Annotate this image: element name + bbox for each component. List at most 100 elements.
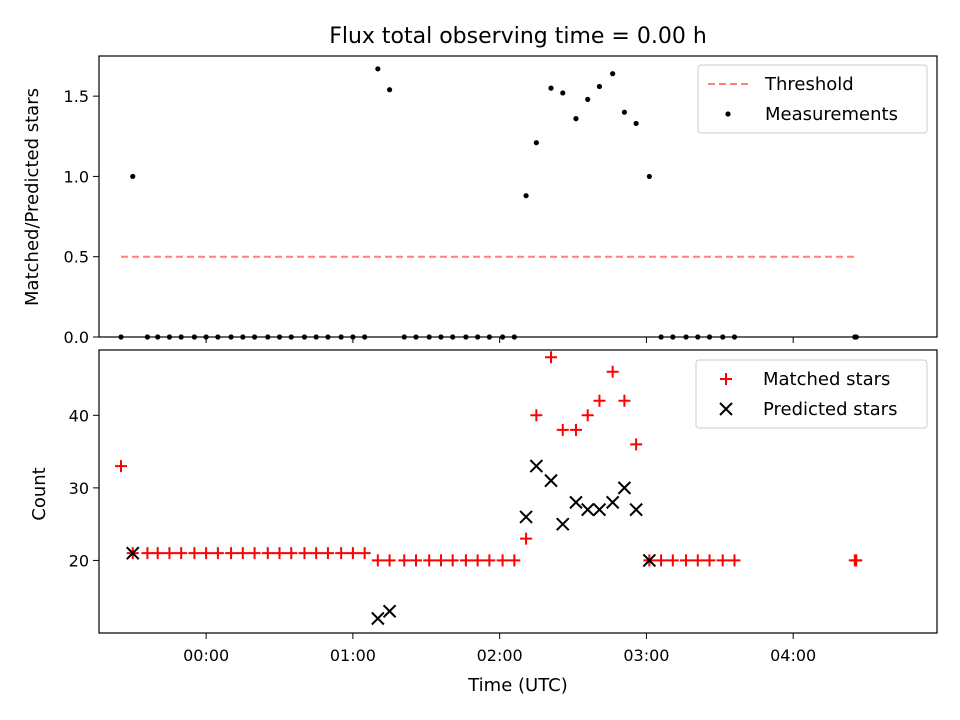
- measurement-point: [560, 90, 566, 96]
- y-tick-label: 0.0: [64, 328, 89, 347]
- predicted-star-point: [605, 495, 620, 510]
- matched-star-point: [398, 554, 411, 567]
- top-legend-box: [697, 64, 928, 134]
- predicted-star-point: [642, 553, 657, 568]
- legend-threshold-label: Threshold: [764, 74, 854, 95]
- matched-star-point: [310, 547, 323, 560]
- matched-star-point: [151, 547, 164, 560]
- y-tick-label: 0.5: [64, 248, 89, 267]
- legend-matched-swatch: [720, 373, 732, 385]
- matched-star-point: [630, 438, 643, 451]
- matched-star-point: [423, 554, 436, 567]
- predicted-star-point: [581, 502, 595, 517]
- matched-star-point: [459, 554, 472, 567]
- top-panel: 0.0 0.5 1.0 1.5 Matched/Predicted stars Thr…: [22, 55, 938, 347]
- matched-star-point: [716, 554, 729, 567]
- y-tick-label: 1.0: [64, 167, 89, 186]
- y-tick-label: 20: [69, 551, 89, 570]
- y-tick-label: 1.5: [64, 87, 89, 106]
- predicted-star-point: [529, 459, 544, 473]
- legend-measurements-swatch: [725, 111, 731, 117]
- matched-star-point: [410, 554, 423, 567]
- legend-predicted-swatch: [719, 402, 733, 416]
- top-panel-frame: [98, 55, 938, 338]
- measurement-point: [533, 140, 539, 146]
- matched-star-point: [728, 554, 741, 567]
- x-tick-label: 02:00: [477, 646, 523, 665]
- matched-star-point: [115, 460, 128, 473]
- top-legend: Threshold Measurements: [697, 64, 928, 134]
- measurement-point: [375, 66, 381, 72]
- measurement-point: [646, 173, 652, 180]
- predicted-star-point: [629, 502, 643, 517]
- measurement-point: [596, 83, 603, 90]
- predicted-star-point: [544, 473, 558, 488]
- matched-star-point: [483, 554, 496, 567]
- y-tick-label: 30: [69, 479, 89, 498]
- matched-star-point: [655, 554, 668, 567]
- bottom-panel: 20 30 40 00:00 01:00 02:00 03:00 04:00 Count T…: [29, 349, 938, 696]
- predicted-star-point: [592, 502, 607, 517]
- x-tick-label: 04:00: [770, 646, 816, 665]
- bottom-panel-y-ticks: 20 30 40: [69, 406, 99, 570]
- matched-star-point: [335, 547, 348, 560]
- top-panel-y-ticks: 0.0 0.5 1.0 1.5: [64, 87, 99, 347]
- matched-star-point: [163, 547, 176, 560]
- matched-star-point: [383, 554, 396, 567]
- legend-matched-label: Matched stars: [763, 369, 890, 390]
- matched-star-point: [261, 547, 274, 560]
- matched-star-point: [691, 554, 704, 567]
- measurement-point: [585, 96, 591, 102]
- matched-star-point: [618, 394, 631, 407]
- predicted-star-point: [382, 604, 397, 618]
- matched-star-point: [520, 532, 533, 545]
- bottom-y-axis-label: Count: [29, 467, 50, 520]
- x-tick-label: 01:00: [330, 646, 376, 665]
- predicted-star-point: [371, 611, 385, 626]
- bottom-legend-box: [695, 359, 928, 429]
- matched-star-point: [569, 423, 582, 436]
- matched-star-point: [530, 409, 543, 422]
- measurement-point: [130, 173, 136, 180]
- matched-star-point: [298, 547, 311, 560]
- top-y-axis-label: Matched/Predicted stars: [22, 88, 43, 306]
- measurement-point: [523, 193, 529, 199]
- matched-star-point: [321, 547, 334, 560]
- predicted-star-point: [569, 495, 583, 510]
- matched-star-point: [593, 394, 606, 407]
- predicted-star-point: [617, 481, 632, 495]
- predicted-star-point: [519, 510, 533, 524]
- bottom-panel-frame: [98, 349, 938, 634]
- legend-measurements-label: Measurements: [765, 104, 898, 125]
- x-tick-label: 03:00: [623, 646, 669, 665]
- matched-star-point: [211, 547, 224, 560]
- measurement-point: [386, 87, 393, 93]
- x-tick-label: 00:00: [183, 646, 229, 665]
- chart-title: Flux total observing time = 0.00 h: [329, 24, 707, 49]
- legend-predicted-label: Predicted stars: [763, 399, 897, 420]
- x-axis-label: Time (UTC): [467, 675, 568, 696]
- matched-star-point: [236, 547, 249, 560]
- matched-star-point: [680, 554, 693, 567]
- matched-star-point: [141, 547, 154, 560]
- matched-star-point: [581, 409, 594, 422]
- matched-star-point: [225, 547, 238, 560]
- matched-star-point: [496, 554, 509, 567]
- matched-star-point: [434, 554, 447, 567]
- matched-star-point: [850, 554, 863, 567]
- matched-star-point: [358, 547, 371, 560]
- matched-star-point: [273, 547, 286, 560]
- measurement-point: [610, 71, 616, 77]
- measurement-point: [573, 116, 579, 122]
- measurement-point: [621, 109, 628, 115]
- matched-star-point: [703, 554, 716, 567]
- top-panel-x-ticks: [205, 337, 794, 343]
- matched-star-point: [545, 351, 558, 364]
- matched-star-point: [471, 554, 484, 567]
- bottom-panel-x-ticks: 00:00 01:00 02:00 03:00 04:00: [183, 633, 816, 665]
- matched-star-point: [285, 547, 298, 560]
- matched-star-point: [606, 365, 619, 378]
- matched-star-point: [248, 547, 261, 560]
- matched-star-point: [666, 554, 679, 567]
- matched-star-point: [371, 554, 384, 567]
